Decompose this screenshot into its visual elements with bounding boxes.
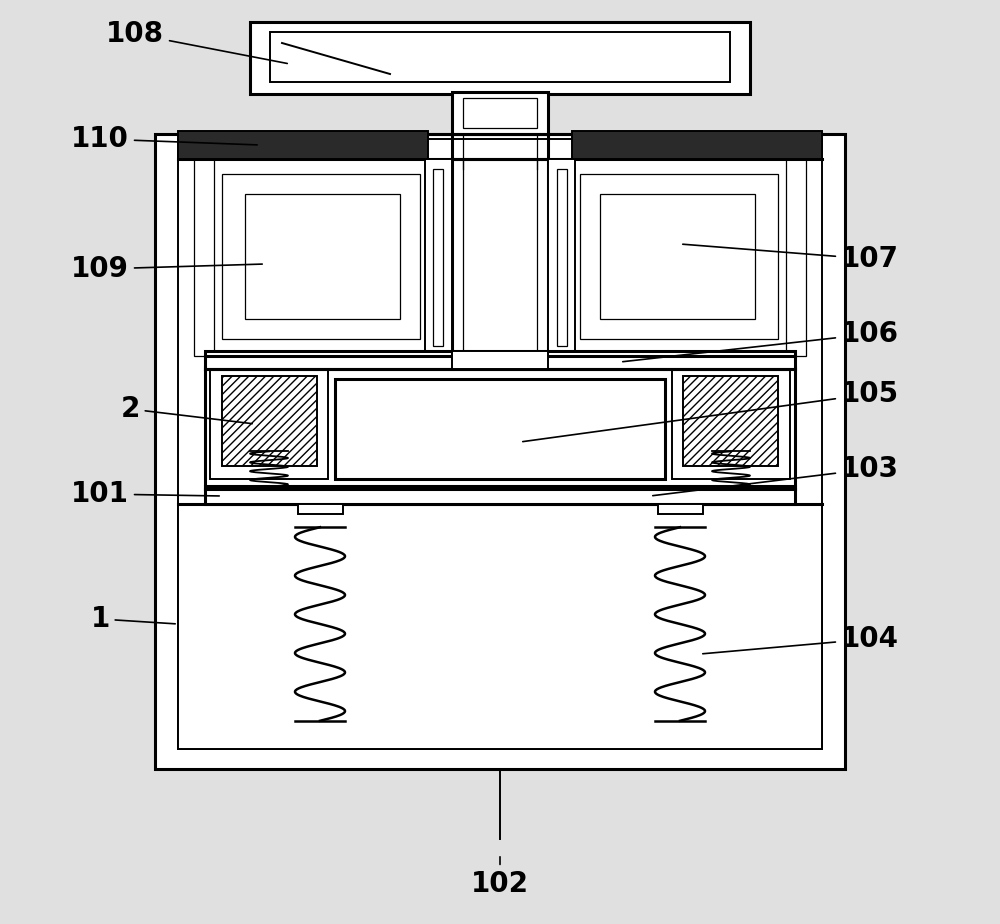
Bar <box>298 504 343 514</box>
Bar <box>658 504 703 514</box>
Text: 102: 102 <box>471 857 529 898</box>
Text: 109: 109 <box>71 255 262 283</box>
Bar <box>205 367 795 489</box>
Text: 104: 104 <box>703 625 899 654</box>
Text: 110: 110 <box>71 125 257 153</box>
Bar <box>463 98 537 128</box>
Bar <box>672 369 790 479</box>
Bar <box>452 159 548 356</box>
Text: 1: 1 <box>90 605 175 633</box>
Bar <box>205 159 438 356</box>
Text: 107: 107 <box>683 244 899 273</box>
Bar <box>683 376 778 466</box>
Bar <box>245 194 400 319</box>
Bar <box>205 486 795 504</box>
Text: 101: 101 <box>71 480 219 508</box>
Text: 108: 108 <box>106 20 287 64</box>
Bar <box>425 159 452 356</box>
Bar <box>155 134 845 769</box>
Bar <box>210 369 328 479</box>
Bar <box>452 92 548 134</box>
Bar <box>580 174 778 339</box>
Bar <box>222 376 317 466</box>
Bar <box>452 351 548 369</box>
Bar <box>335 379 665 479</box>
Text: 106: 106 <box>623 320 899 361</box>
Bar <box>178 139 822 749</box>
Text: 103: 103 <box>653 455 899 495</box>
Bar <box>572 131 822 159</box>
Bar <box>786 159 806 356</box>
Bar <box>548 159 575 356</box>
Bar <box>178 131 428 159</box>
Bar <box>557 169 567 346</box>
Bar <box>222 174 420 339</box>
Bar <box>194 159 214 356</box>
Bar <box>600 194 755 319</box>
Text: 105: 105 <box>523 380 899 442</box>
Bar <box>433 169 443 346</box>
Bar <box>270 32 730 82</box>
Text: 2: 2 <box>120 395 252 424</box>
Bar <box>562 159 795 356</box>
Bar <box>205 351 795 369</box>
Bar <box>250 22 750 94</box>
Bar <box>178 504 822 749</box>
